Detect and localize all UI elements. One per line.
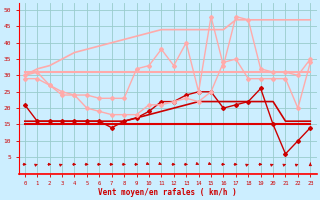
X-axis label: Vent moyen/en rafales ( km/h ): Vent moyen/en rafales ( km/h ) xyxy=(98,188,237,197)
